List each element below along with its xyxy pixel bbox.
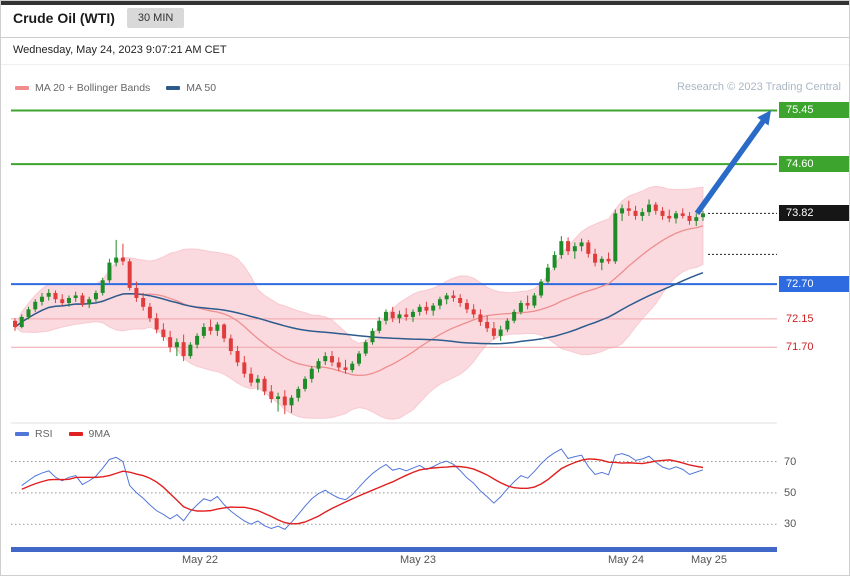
rsi-legend: RSI 9MA (15, 428, 126, 440)
chart-timestamp: Wednesday, May 24, 2023 9:07:21 AM CET (13, 44, 227, 56)
subheader-divider (1, 64, 849, 65)
timeframe-badge: 30 MIN (126, 8, 185, 28)
ma20-bollinger-label: MA 20 + Bollinger Bands (35, 82, 151, 94)
price-legend: MA 20 + Bollinger Bands MA 50 (15, 82, 232, 94)
rsi-label: RSI (35, 428, 53, 440)
rsi-swatch (15, 432, 29, 436)
top-border (1, 1, 849, 5)
ma50-label: MA 50 (186, 82, 217, 94)
rsi-ma9-label: 9MA (88, 428, 111, 440)
header: Crude Oil (WTI) 30 MIN (13, 8, 185, 28)
rsi-ma9-swatch (68, 432, 83, 436)
ma20-bollinger-swatch (15, 86, 29, 90)
ma50-swatch (166, 86, 181, 90)
instrument-title: Crude Oil (WTI) (13, 10, 115, 26)
research-watermark: Research © 2023 Trading Central (676, 81, 841, 93)
header-divider (1, 37, 849, 38)
